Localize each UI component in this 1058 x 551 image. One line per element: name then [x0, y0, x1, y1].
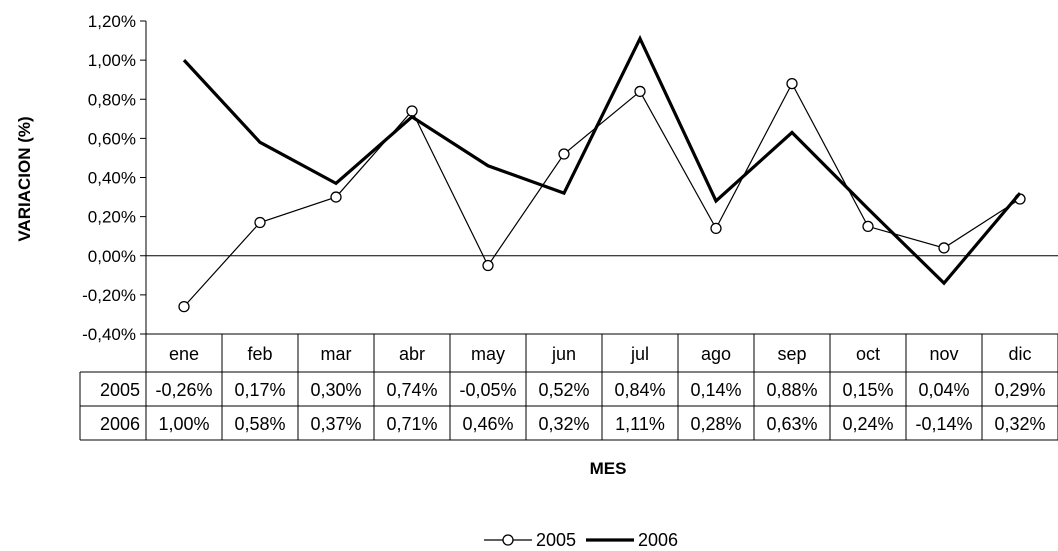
table-cell: 0,04% — [918, 380, 969, 400]
y-tick-label: 0,80% — [88, 90, 136, 109]
legend-label-2006: 2006 — [638, 530, 678, 550]
table-cell: 0,17% — [234, 380, 285, 400]
table-cell: 0,84% — [614, 380, 665, 400]
data-point-2005 — [710, 222, 722, 235]
data-point-2005 — [938, 242, 950, 254]
series-line-2006 — [182, 34, 1022, 286]
y-axis: -0,40% -0,20% 0,00% 0,20% 0,40% 0,60% 0,80% 1,0… — [82, 12, 146, 344]
table-cell: 0,63% — [766, 414, 817, 434]
table-cell: 0,29% — [994, 380, 1045, 400]
data-point-2005 — [482, 259, 494, 272]
table-cell: 0,74% — [386, 380, 437, 400]
y-axis-label: VARIACION (%) — [15, 116, 34, 241]
data-point-2005 — [178, 300, 190, 313]
table-cell: 0,37% — [310, 414, 361, 434]
x-tick-label: jul — [630, 344, 649, 364]
plot-frame — [145, 21, 1058, 440]
table-cell: 0,28% — [690, 414, 741, 434]
data-point-2005 — [634, 85, 646, 98]
y-tick-label: 0,20% — [88, 208, 136, 227]
data-point-2005 — [862, 220, 874, 233]
y-tick-label: 0,40% — [88, 169, 136, 188]
y-tick-label: 1,20% — [88, 12, 136, 31]
table-cell: 0,46% — [462, 414, 513, 434]
x-tick-label: mar — [321, 344, 352, 364]
x-tick-label: jun — [551, 344, 576, 364]
x-tick-label: may — [471, 344, 505, 364]
legend-marker-2005 — [502, 534, 514, 546]
data-point-2005 — [330, 191, 342, 203]
table-cell: 0,58% — [234, 414, 285, 434]
x-axis-label: MES — [590, 459, 627, 478]
x-tick-label: nov — [929, 344, 958, 364]
table-cell: 0,32% — [994, 414, 1045, 434]
table-cell: 0,71% — [386, 414, 437, 434]
table-cell: 0,30% — [310, 380, 361, 400]
data-point-2005 — [406, 105, 418, 117]
table-cell: -0,26% — [155, 380, 212, 400]
table-cell: 0,88% — [766, 380, 817, 400]
series-line-2005 — [183, 82, 1021, 308]
data-point-2005 — [786, 77, 798, 90]
x-tick-label: ago — [701, 344, 731, 364]
x-tick-label: feb — [247, 344, 272, 364]
y-tick-label: -0,40% — [82, 325, 136, 344]
legend: 2005 2006 — [484, 530, 678, 550]
series-lines — [178, 34, 1026, 313]
data-point-2005 — [254, 216, 266, 229]
table-cell: 0,14% — [690, 380, 741, 400]
x-tick-label: dic — [1008, 344, 1031, 364]
table-cell: -0,05% — [459, 380, 516, 400]
y-tick-label: -0,20% — [82, 286, 136, 305]
x-tick-label: abr — [399, 344, 425, 364]
table-cell: 1,11% — [615, 414, 665, 434]
table-cell: 0,24% — [842, 414, 893, 434]
table-cell: 0,32% — [538, 414, 589, 434]
legend-label-2005: 2005 — [536, 530, 576, 550]
table-series-name: 2006 — [100, 414, 140, 434]
data-table: ene feb mar abr may jun jul ago sep oct nov dic 2005… — [79, 333, 1058, 441]
x-tick-label: ene — [169, 344, 199, 364]
table-cell: -0,14% — [915, 414, 972, 434]
y-tick-label: 0,00% — [88, 247, 136, 266]
data-point-2005 — [558, 148, 570, 160]
table-cell: 0,52% — [538, 380, 589, 400]
y-tick-label: 1,00% — [88, 51, 136, 70]
x-tick-label: oct — [856, 344, 880, 364]
x-tick-label: sep — [777, 344, 806, 364]
y-tick-label: 0,60% — [88, 129, 136, 148]
table-cell: 0,15% — [842, 380, 893, 400]
table-cell: 1,00% — [158, 414, 209, 434]
table-series-name: 2005 — [100, 380, 140, 400]
